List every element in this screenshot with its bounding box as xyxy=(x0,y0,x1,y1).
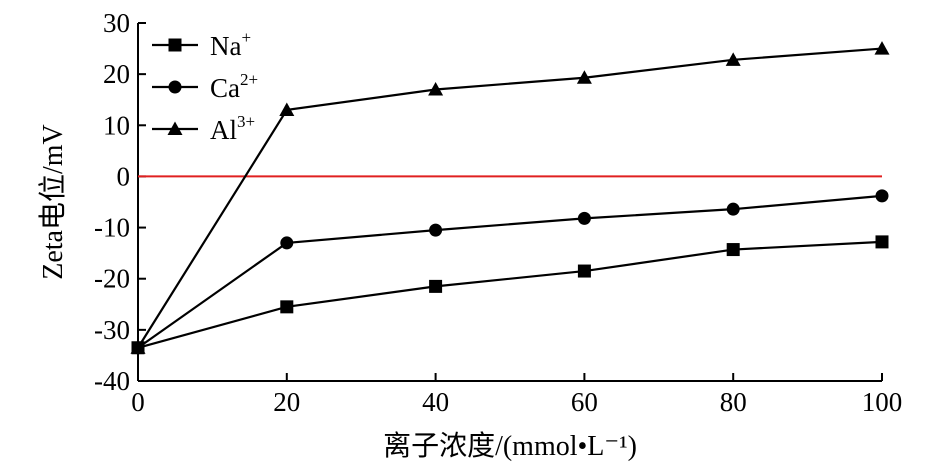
series-al xyxy=(130,41,890,354)
marker-square xyxy=(726,243,740,257)
series-na xyxy=(131,235,889,355)
legend: Na+ Ca2+ Al3+ xyxy=(152,28,258,145)
legend-label: Na+ xyxy=(210,28,251,61)
series-line xyxy=(137,47,883,349)
y-axis-title: Zeta电位/mV xyxy=(37,124,69,280)
legend-item-al: Al3+ xyxy=(152,112,255,145)
marker-square xyxy=(577,264,591,278)
series-line xyxy=(137,240,883,349)
marker-square xyxy=(168,38,182,52)
x-tick-label: 80 xyxy=(720,387,747,417)
legend-label: Al3+ xyxy=(210,112,255,145)
x-axis-title: 离子浓度/(mmol•L⁻¹) xyxy=(383,430,637,462)
legend-label: Ca2+ xyxy=(210,70,258,103)
marker-circle xyxy=(726,202,740,216)
marker-circle xyxy=(429,223,443,237)
marker-circle xyxy=(577,211,591,225)
marker-triangle xyxy=(130,340,146,354)
marker-circle xyxy=(280,236,294,250)
y-tick-label: -10 xyxy=(94,213,130,243)
legend-item-ca: Ca2+ xyxy=(152,70,258,103)
series-layer xyxy=(130,41,890,355)
marker-square xyxy=(875,235,889,249)
marker-square xyxy=(429,279,443,293)
x-tick-label: 100 xyxy=(862,387,903,417)
marker-triangle xyxy=(576,70,592,84)
marker-square xyxy=(280,300,294,314)
x-tick-label: 20 xyxy=(273,387,300,417)
marker-triangle xyxy=(725,52,741,66)
series-line xyxy=(137,194,883,349)
series-ca xyxy=(131,189,889,355)
y-tick-label: 30 xyxy=(103,8,130,38)
y-tick-label: 20 xyxy=(103,59,130,89)
x-tick-label: 0 xyxy=(131,387,145,417)
y-tick-label: 0 xyxy=(117,161,131,191)
marker-circle xyxy=(168,80,182,94)
y-tick-label: -40 xyxy=(94,366,130,396)
marker-triangle xyxy=(167,121,183,135)
x-tick-label: 60 xyxy=(571,387,598,417)
marker-circle xyxy=(875,189,889,203)
y-tick-label: -20 xyxy=(94,264,130,294)
y-tick-label: 10 xyxy=(103,110,130,140)
marker-triangle xyxy=(428,81,444,96)
marker-triangle xyxy=(279,102,295,116)
x-tick-label: 40 xyxy=(422,387,449,417)
y-tick-label: -30 xyxy=(94,315,130,345)
legend-item-na: Na+ xyxy=(152,28,251,61)
marker-triangle xyxy=(874,41,890,55)
